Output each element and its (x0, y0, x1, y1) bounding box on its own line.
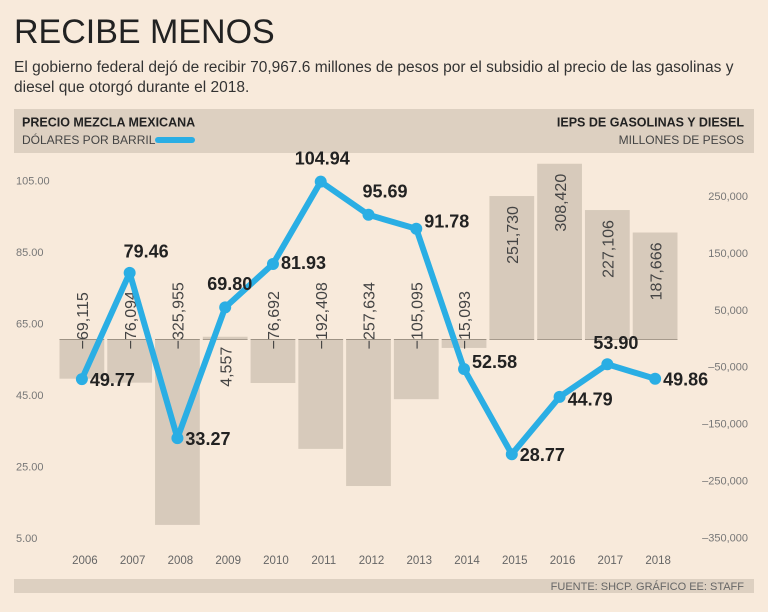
bar-value-label: 4,557 (218, 347, 235, 387)
y2-tick-label: –350,000 (702, 533, 748, 545)
y2-tick-label: –250,000 (702, 476, 748, 488)
x-tick-label: 2006 (72, 555, 98, 567)
y2-tick-label: –50,000 (708, 362, 748, 374)
line-value-label: 81.93 (281, 253, 326, 273)
price-point (458, 363, 471, 376)
y-tick-label: 5.00 (16, 533, 37, 545)
y2-tick-label: 50,000 (714, 305, 748, 317)
bar-value-label: −76,692 (266, 291, 283, 349)
legend-unit: DÓLARES POR BARRIL (22, 132, 156, 147)
line-value-label: 79.46 (124, 242, 169, 262)
line-value-label: 49.86 (663, 370, 708, 390)
y2-tick-label: 150,000 (708, 248, 748, 260)
bar-value-label: 227,106 (601, 220, 618, 278)
line-value-label: 69.80 (207, 274, 252, 294)
bar-value-label: 251,730 (505, 206, 522, 264)
bar-value-label: 187,666 (648, 242, 665, 300)
x-tick-label: 2017 (598, 555, 624, 567)
bar (393, 339, 439, 400)
bar (489, 196, 535, 340)
line-value-label: 95.69 (363, 182, 408, 202)
bar-value-label: −192,408 (314, 282, 331, 349)
legend-title: IEPS DE GASOLINAS Y DIESEL (557, 115, 744, 129)
price-point (601, 358, 614, 371)
y-tick-label: 45.00 (16, 390, 44, 402)
price-point (362, 208, 375, 221)
price-point (410, 222, 423, 235)
price-point (75, 373, 88, 386)
price-point (123, 266, 136, 279)
x-tick-label: 2010 (263, 555, 289, 567)
bar (202, 336, 248, 340)
price-point (505, 448, 518, 461)
bar-value-label: −257,634 (362, 282, 379, 349)
x-tick-label: 2014 (454, 555, 480, 567)
line-value-label: 52.58 (472, 352, 517, 372)
bar-value-label: −15,093 (457, 291, 474, 349)
x-tick-label: 2008 (168, 555, 194, 567)
legend-unit: MILLONES DE PESOS (619, 133, 744, 147)
y-tick-label: 105.00 (16, 175, 50, 187)
price-point (266, 258, 279, 271)
y2-tick-label: 250,000 (708, 191, 748, 203)
x-tick-label: 2015 (502, 555, 528, 567)
line-value-label: 28.77 (520, 445, 565, 465)
price-point (314, 175, 327, 188)
x-tick-label: 2018 (645, 555, 671, 567)
price-point (649, 372, 662, 385)
bar (107, 339, 153, 383)
y2-tick-label: –150,000 (702, 419, 748, 431)
legend-title: PRECIO MEZCLA MEXICANA (22, 115, 195, 129)
bar (632, 232, 678, 340)
x-tick-label: 2016 (550, 555, 576, 567)
price-point (553, 390, 566, 403)
x-tick-label: 2011 (311, 555, 336, 567)
bar (250, 339, 296, 384)
price-point (171, 432, 184, 445)
bar (298, 339, 344, 449)
line-value-label: 49.77 (90, 370, 135, 390)
bar (441, 339, 487, 348)
y-tick-label: 25.00 (16, 462, 44, 474)
footer-band (14, 579, 754, 593)
bar-value-label: 308,420 (553, 174, 570, 232)
source: FUENTE: SHCP. GRÁFICO EE: STAFF (551, 580, 745, 593)
chart-title: RECIBE MENOS (14, 13, 275, 51)
line-value-label: 91.78 (424, 212, 469, 232)
subtitle-box: El gobierno federal dejó de recibir 70,9… (14, 59, 734, 96)
y-tick-label: 65.00 (16, 318, 44, 330)
x-tick-label: 2013 (406, 555, 432, 567)
line-value-label: 33.27 (185, 429, 230, 449)
bar (584, 210, 630, 340)
bar-value-label: −325,955 (171, 282, 188, 349)
line-value-label: 53.90 (593, 333, 638, 353)
line-value-label: 44.79 (568, 390, 613, 410)
bar-value-label: −76,094 (123, 291, 140, 349)
subtitle: El gobierno federal dejó de recibir 70,9… (14, 59, 734, 96)
x-tick-label: 2007 (120, 555, 146, 567)
price-point (219, 301, 232, 314)
bar-value-label: −69,115 (75, 292, 92, 349)
x-tick-label: 2012 (359, 555, 385, 567)
bar-value-label: −105,095 (409, 282, 426, 349)
legend-band (14, 109, 754, 153)
line-value-label: 104.94 (295, 148, 350, 168)
bar (537, 163, 582, 340)
y-tick-label: 85.00 (16, 247, 44, 259)
x-tick-label: 2009 (215, 555, 241, 567)
bar (346, 339, 391, 487)
